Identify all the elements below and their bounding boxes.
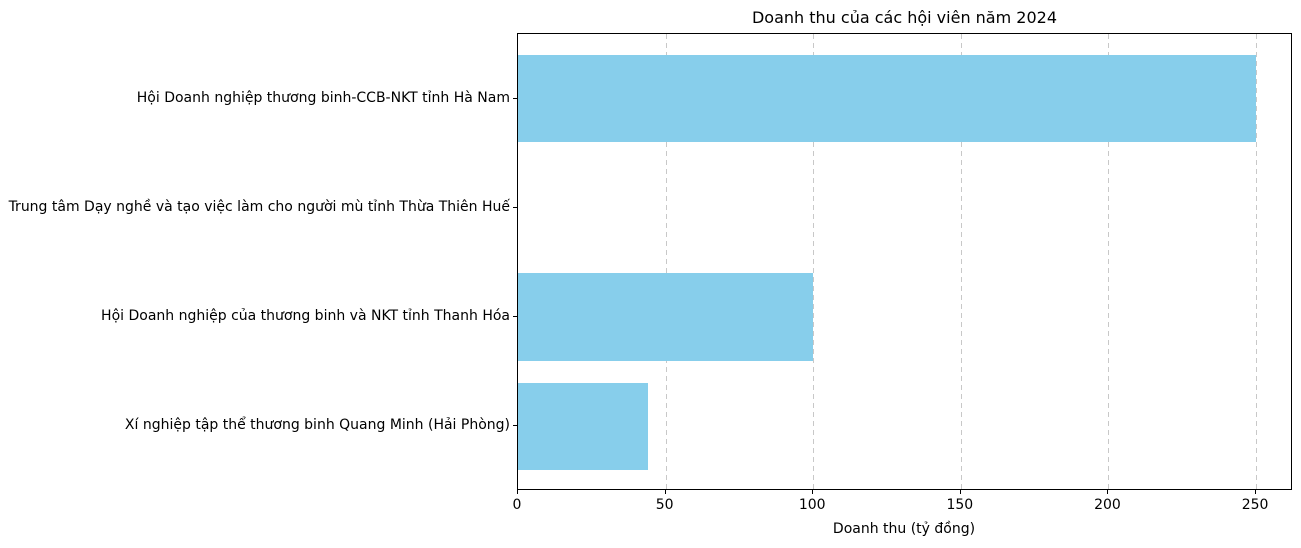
x-tick-mark <box>812 490 814 494</box>
x-tick-mark <box>959 490 961 494</box>
x-tick-mark <box>1107 490 1109 494</box>
y-tick-label: Hội Doanh nghiệp thương binh-CCB-NKT tỉn… <box>136 89 510 106</box>
bar-3 <box>518 382 648 471</box>
x-tick-mark <box>664 490 666 494</box>
x-tick-label: 150 <box>946 497 974 513</box>
gridline <box>813 34 815 489</box>
y-tick-mark <box>513 97 517 99</box>
y-tick-label: Xí nghiệp tập thể thương binh Quang Minh… <box>124 417 510 434</box>
y-tick-mark <box>513 206 517 208</box>
chart-title: Doanh thu của các hội viên năm 2024 <box>751 8 1057 27</box>
x-tick-label: 50 <box>655 497 674 513</box>
y-tick-mark <box>513 316 517 318</box>
bar-2 <box>518 273 814 361</box>
x-tick-mark <box>1255 490 1257 494</box>
x-tick-label: 250 <box>1241 497 1269 513</box>
y-tick-label: Trung tâm Dạy nghề và tạo việc làm cho n… <box>8 198 510 215</box>
plot-area <box>517 33 1292 490</box>
bar-0 <box>518 54 1257 143</box>
x-tick-mark <box>517 490 518 494</box>
gridline <box>1108 34 1110 489</box>
y-tick-label: Hội Doanh nghiệp của thương binh và NKT … <box>101 308 510 325</box>
gridline <box>1256 34 1258 489</box>
gridline <box>665 34 667 489</box>
x-axis-label: Doanh thu (tỷ đồng) <box>832 521 976 537</box>
x-tick-label: 0 <box>512 497 522 513</box>
gridline <box>960 34 962 489</box>
x-tick-label: 100 <box>798 497 826 513</box>
y-tick-mark <box>513 425 517 427</box>
x-tick-label: 200 <box>1094 497 1121 513</box>
